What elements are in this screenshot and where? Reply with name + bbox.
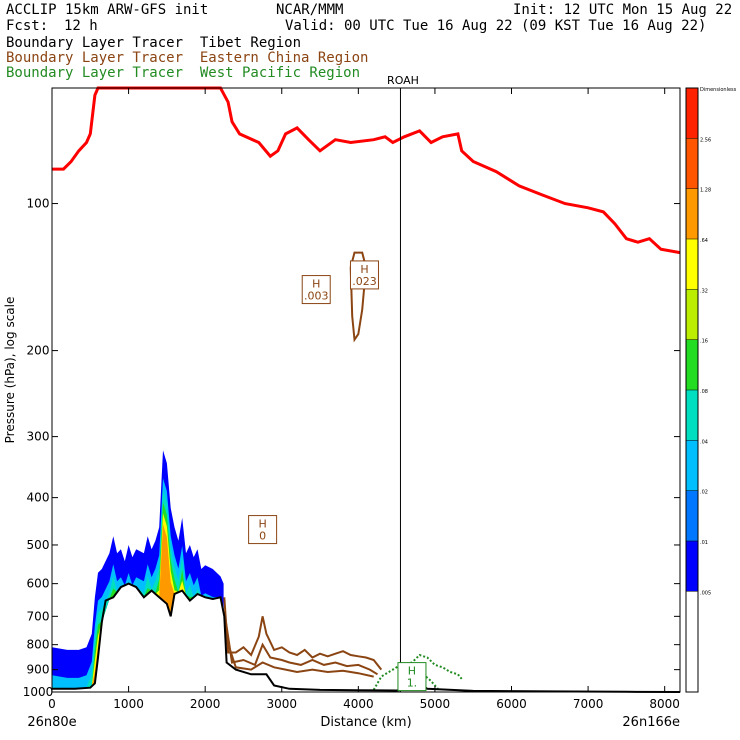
colorbar-swatch [686, 88, 698, 139]
x-tick-label: 5000 [420, 697, 451, 711]
x-tick-label: 1000 [113, 697, 144, 711]
tibet-tracer-band-2 [52, 478, 224, 689]
tibet-tracer-band-3 [52, 490, 224, 689]
axes: 0 1000 2000 3000 4000 5000 6000 7000 80001002003… [23, 88, 680, 711]
max-annotation-value: 0 [259, 530, 266, 543]
max-annotation-1: H.023 [349, 260, 379, 290]
x-tick-label: 8000 [649, 697, 680, 711]
colorbar-swatch [686, 591, 698, 642]
x-tick-label: 4000 [343, 697, 374, 711]
y-tick-label: 400 [27, 491, 50, 505]
max-annotation-box [349, 260, 379, 290]
org-label: NCAR/MMM [276, 2, 344, 18]
x-tick-label: 2000 [190, 697, 221, 711]
max-annotation-box [397, 662, 427, 692]
y-tick-label: 300 [27, 430, 50, 444]
max-annotation-value: .023 [352, 275, 377, 288]
colorbar-label: .08 [700, 389, 708, 395]
y-axis-label: Pressure (hPa), log scale [3, 297, 17, 444]
max-annotation-2: H0 [248, 515, 278, 545]
colorbar-label: 1.28 [700, 188, 711, 194]
colorbar-label: .32 [700, 288, 708, 294]
colorbar-label: .04 [700, 439, 708, 445]
colorbar-label: .64 [700, 238, 708, 244]
tracer-legend-eastern-china: Boundary Layer Tracer Eastern China Regi… [6, 50, 369, 66]
eastern-china-contour-0 [223, 597, 383, 671]
init-time: Init: 12 UTC Mon 15 Aug 22 [513, 2, 733, 18]
max-annotation-letter: H [408, 665, 416, 678]
colorbar: Dimensionless 2.56 1.28 .64 .32 .16 .08 .04 .02.… [685, 87, 737, 693]
x-tick-label: 7000 [573, 697, 604, 711]
colorbar-label: Dimensionless [700, 87, 737, 93]
max-annotation-3: H1. [397, 662, 427, 692]
max-annotation-letter: H [312, 278, 320, 291]
colorbar-swatch [686, 188, 698, 239]
x-right-end-label: 26n166e [622, 715, 680, 730]
colorbar-label: .005 [700, 590, 711, 596]
colorbar-label: .01 [700, 540, 708, 546]
y-tick-label: 200 [27, 344, 50, 358]
colorbar-label: .16 [700, 339, 708, 345]
colorbar-swatch [686, 440, 698, 491]
colorbar-label: .02 [700, 490, 708, 496]
max-annotation-box [248, 515, 278, 545]
x-tick-label: 3000 [266, 697, 297, 711]
max-annotation-box [301, 275, 331, 305]
colorbar-swatch [686, 138, 698, 189]
marker-label: ROAH [387, 74, 419, 87]
x-tick-label: 0 [48, 697, 56, 711]
eastern-china-contour-3 [349, 251, 368, 343]
colorbar-swatch [686, 390, 698, 441]
y-tick-label: 700 [27, 609, 50, 623]
x-tick-label: 6000 [496, 697, 527, 711]
max-annotation-value: 1. [407, 677, 418, 690]
colorbar-swatch [686, 339, 698, 390]
tracer-legend-west-pacific: Boundary Layer Tracer West Pacific Regio… [6, 65, 361, 81]
colorbar-swatch [686, 490, 698, 541]
model-title: ACCLIP 15km ARW-GFS init [6, 2, 209, 18]
max-annotation-0: H.003 [301, 275, 331, 305]
y-tick-label: 1000 [23, 685, 54, 699]
tracer-legend-tibet: Boundary Layer Tracer Tibet Region [6, 35, 302, 51]
max-annotation-letter: H [360, 263, 368, 276]
max-annotation-value: .003 [304, 290, 329, 303]
y-tick-label: 900 [27, 663, 50, 677]
y-tick-label: 600 [27, 577, 50, 591]
colorbar-label: 2.56 [700, 137, 711, 143]
fcst-value: 12 h [64, 18, 98, 34]
max-annotation-letter: H [258, 518, 266, 531]
colorbar-swatch [686, 239, 698, 290]
eastern-china-contour-1 [224, 616, 379, 676]
y-tick-label: 100 [27, 197, 50, 211]
colorbar-swatch [686, 541, 698, 592]
y-tick-label: 500 [27, 538, 50, 552]
colorbar-swatch [686, 289, 698, 340]
x-axis-label: Distance (km) [320, 715, 411, 730]
eastern-china-contour-2 [225, 638, 374, 678]
valid-time: Valid: 00 UTC Tue 16 Aug 22 (09 KST Tue … [285, 18, 707, 34]
y-tick-label: 800 [27, 638, 50, 652]
west-pacific-contour-0 [372, 653, 463, 691]
colorbar-swatch [686, 641, 698, 692]
tropopause-line [52, 86, 681, 255]
x-left-end-label: 26n80e [27, 715, 76, 730]
plot-frame [51, 87, 681, 693]
fcst-label: Fcst: [6, 18, 49, 34]
